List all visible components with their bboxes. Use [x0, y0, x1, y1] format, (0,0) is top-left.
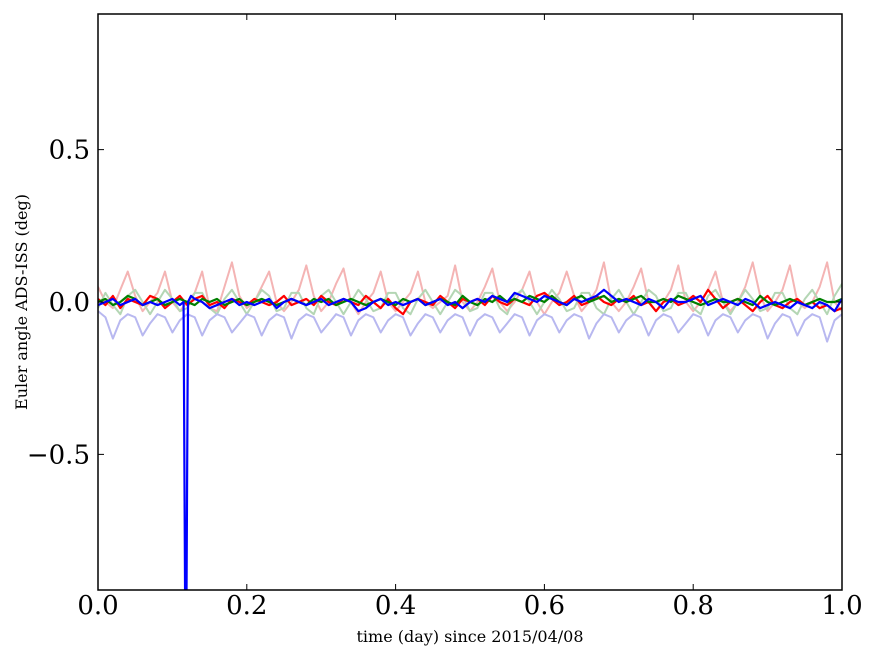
y-tick-label: −0.5	[27, 440, 90, 470]
x-tick-label: 0.6	[524, 591, 565, 621]
x-tick-label: 0.2	[226, 591, 267, 621]
x-axis-label: time (day) since 2015/04/08	[356, 627, 583, 646]
x-tick-label: 0.0	[77, 591, 118, 621]
x-tick-label: 1.0	[821, 591, 862, 621]
series-layer	[98, 261, 842, 590]
series-line-2	[98, 310, 842, 343]
series-line-5	[98, 288, 842, 590]
tick-layer: 0.0 0.2 0.4 0.6 0.8 1.0 −0.5 0.0 0.5	[27, 14, 863, 621]
y-tick-label: 0.0	[49, 288, 90, 318]
x-tick-label: 0.8	[673, 591, 714, 621]
y-axis-label: Euler angle ADS-ISS (deg)	[12, 194, 31, 410]
y-tick-label: 0.5	[49, 136, 90, 166]
x-tick-label: 0.4	[375, 591, 416, 621]
